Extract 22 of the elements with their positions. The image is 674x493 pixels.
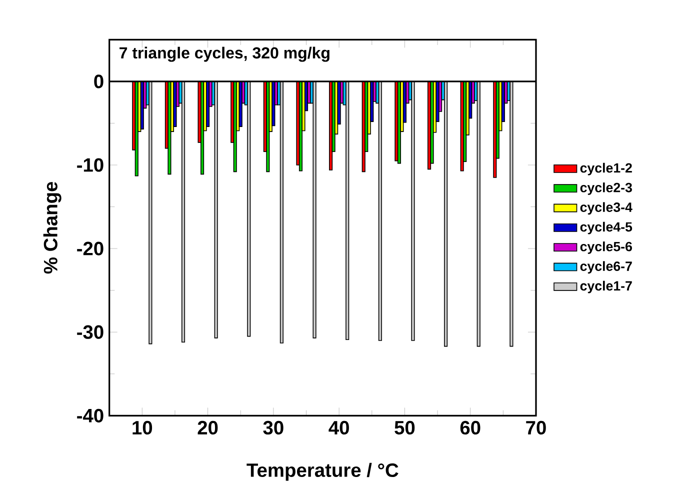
x-axis-title: Temperature / °C xyxy=(246,462,398,481)
legend-label: cycle1-2 xyxy=(580,162,632,176)
y-tick-label: 0 xyxy=(94,74,104,88)
x-tick-label: 10 xyxy=(132,420,152,435)
y-tick-label: -10 xyxy=(77,158,104,172)
annotation: 7 triangle cycles, 320 mg/kg xyxy=(120,46,330,62)
legend-label: cycle4-5 xyxy=(580,222,632,234)
x-tick-label: 70 xyxy=(526,420,546,435)
legend-label: cycle6-7 xyxy=(580,261,632,274)
x-tick-label: 60 xyxy=(460,420,480,435)
y-tick-label: -30 xyxy=(77,325,104,339)
y-axis-title: % Change xyxy=(43,182,62,274)
x-tick-label: 30 xyxy=(263,420,284,435)
x-tick-label: 40 xyxy=(328,420,349,435)
legend-label: cycle3-4 xyxy=(580,202,632,215)
x-tick-label: 50 xyxy=(394,420,415,435)
y-tick-label: -40 xyxy=(77,408,104,422)
y-tick-label: -20 xyxy=(77,242,104,256)
legend-label: cycle1-7 xyxy=(580,280,632,294)
legend-label: cycle2-3 xyxy=(580,182,632,195)
x-tick-label: 20 xyxy=(198,420,218,435)
legend-label: cycle5-6 xyxy=(580,242,632,254)
